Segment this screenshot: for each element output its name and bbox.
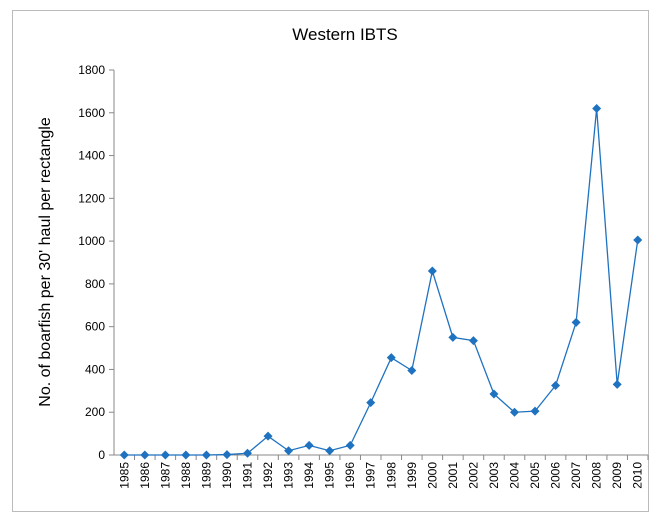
- y-tick-label: 0: [98, 448, 105, 462]
- x-tick-label: 1998: [384, 462, 398, 489]
- y-tick-label: 1800: [78, 63, 105, 77]
- data-point: [448, 332, 458, 342]
- x-tick-label: 1989: [199, 462, 213, 489]
- x-tick-label: 1999: [405, 462, 419, 489]
- data-point: [119, 450, 129, 460]
- x-tick-label: 2008: [590, 462, 604, 489]
- data-point: [468, 336, 478, 346]
- data-point: [612, 379, 622, 389]
- y-tick-label: 600: [85, 320, 105, 334]
- data-point: [386, 353, 396, 363]
- x-tick-label: 2003: [487, 462, 501, 489]
- data-point: [201, 450, 211, 460]
- data-point: [407, 366, 417, 376]
- chart-border: [12, 10, 649, 512]
- x-tick-label: 1988: [179, 462, 193, 489]
- data-point: [263, 431, 273, 441]
- x-tick-label: 1992: [261, 462, 275, 489]
- y-axis-label: No. of boarfish per 30' haul per rectang…: [37, 117, 54, 407]
- x-tick-label: 1990: [220, 462, 234, 489]
- data-point: [325, 446, 335, 456]
- data-point: [222, 450, 232, 460]
- x-tick-label: 1996: [343, 462, 357, 489]
- x-tick-label: 2007: [569, 462, 583, 489]
- x-tick-label: 1993: [282, 462, 296, 489]
- data-point: [181, 450, 191, 460]
- data-point: [366, 398, 376, 408]
- data-point: [551, 380, 561, 390]
- data-point: [140, 450, 150, 460]
- data-point: [284, 446, 294, 456]
- y-tick-label: 1400: [78, 149, 105, 163]
- x-tick-label: 1997: [364, 462, 378, 489]
- x-tick-label: 2006: [549, 462, 563, 489]
- y-tick-label: 1600: [78, 106, 105, 120]
- x-tick-label: 1995: [323, 462, 337, 489]
- data-point: [345, 440, 355, 450]
- x-tick-label: 2010: [631, 462, 645, 489]
- data-point: [592, 104, 602, 113]
- data-point: [489, 389, 499, 399]
- x-tick-label: 2002: [466, 462, 480, 489]
- y-tick-label: 400: [85, 362, 105, 376]
- data-point: [427, 266, 437, 276]
- chart-title: Western IBTS: [292, 25, 398, 44]
- x-tick-label: 1985: [117, 462, 131, 489]
- data-point: [530, 406, 540, 416]
- data-point: [160, 450, 170, 460]
- y-tick-label: 1000: [78, 234, 105, 248]
- x-tick-label: 2009: [610, 462, 624, 489]
- x-tick-label: 1987: [158, 462, 172, 489]
- x-tick-label: 1991: [241, 462, 255, 489]
- x-tick-label: 1994: [302, 462, 316, 489]
- data-point: [633, 235, 643, 245]
- x-tick-label: 1986: [138, 462, 152, 489]
- data-point: [571, 317, 581, 327]
- x-tick-label: 2001: [446, 462, 460, 489]
- x-tick-label: 2005: [528, 462, 542, 489]
- x-tick-label: 2000: [425, 462, 439, 489]
- data-point: [243, 448, 252, 458]
- x-tick-label: 2004: [508, 462, 522, 489]
- y-tick-label: 800: [85, 277, 105, 291]
- y-tick-label: 1200: [78, 191, 105, 205]
- y-tick-label: 200: [85, 405, 105, 419]
- data-point: [510, 407, 519, 417]
- data-point: [304, 440, 314, 450]
